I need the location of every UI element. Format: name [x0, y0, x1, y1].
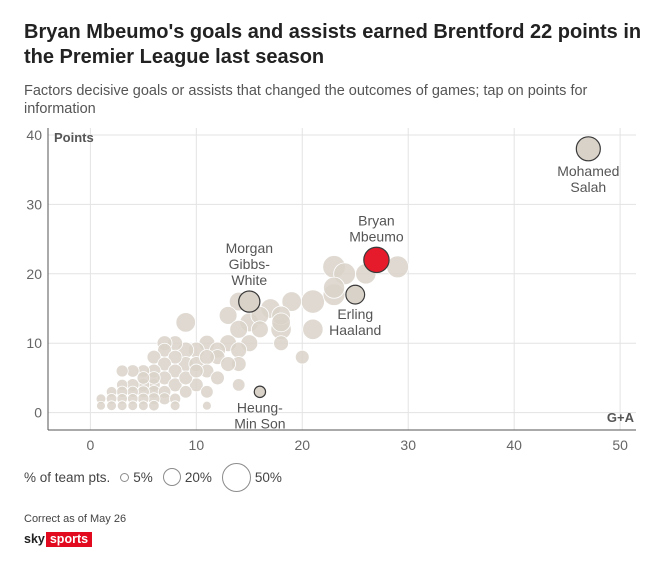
data-point [167, 377, 183, 393]
data-point [127, 400, 139, 412]
data-point [210, 370, 225, 386]
point-label: Gibbs- [229, 256, 271, 272]
labelled-point [238, 290, 261, 313]
x-tick-label: 0 [86, 437, 94, 453]
grid-layer [47, 128, 636, 431]
legend-circle-5 [120, 472, 130, 482]
tick-layer: 0 10 20 30 40 50 0 10 20 30 40 Points G+A [26, 127, 634, 453]
data-point [302, 318, 324, 340]
data-point [273, 335, 289, 352]
data-point [220, 356, 236, 372]
data-point [169, 400, 181, 412]
data-point [175, 312, 196, 333]
data-point [323, 276, 346, 299]
data-point [229, 319, 249, 339]
legend-label-50: 50% [254, 469, 282, 485]
point-label: Min Son [234, 415, 285, 431]
chart-subtitle: Factors decisive goals or assists that c… [24, 83, 588, 117]
data-point [271, 312, 291, 333]
legend-circle-20 [162, 468, 181, 486]
legend-title: % of team pts. [24, 469, 111, 485]
labelled-point [363, 246, 390, 274]
size-legend: % of team pts. 5% 20% 50% [24, 462, 292, 492]
data-point [218, 306, 238, 325]
y-tick-label: 30 [26, 196, 42, 212]
data-point [138, 400, 149, 412]
legend-item-50: 50% [221, 462, 282, 492]
data-point [178, 370, 194, 386]
point-label: Morgan [226, 240, 273, 256]
chart-title: Bryan Mbeumo's goals and assists earned … [24, 21, 642, 68]
y-tick-label: 0 [34, 405, 42, 421]
data-point [106, 400, 117, 412]
x-axis-label: G+A [607, 410, 635, 425]
sky-sports-logo: sky sports [24, 531, 93, 547]
data-point [199, 349, 215, 365]
labelled-point [345, 284, 366, 305]
point-label: Salah [570, 179, 606, 195]
point-label: Haaland [329, 322, 381, 338]
y-tick-label: 10 [26, 335, 42, 351]
legend-label-20: 20% [184, 469, 212, 485]
data-point [251, 320, 269, 339]
x-tick-label: 30 [400, 437, 416, 453]
data-point [148, 400, 160, 412]
point-label: Heung- [237, 399, 283, 415]
data-point [231, 378, 246, 392]
data-point [294, 349, 310, 365]
data-point [116, 400, 128, 412]
labelled-point [575, 136, 601, 162]
legend-circle-50 [221, 462, 251, 492]
logo-sky-text: sky [24, 532, 45, 546]
point-label: Mbeumo [349, 228, 404, 244]
x-tick-label: 50 [612, 437, 628, 453]
data-point [200, 385, 214, 399]
data-point [115, 364, 129, 378]
data-point [386, 255, 409, 279]
x-tick-label: 40 [506, 437, 522, 453]
point-layer [95, 136, 601, 412]
data-point [179, 385, 193, 399]
x-tick-label: 20 [294, 437, 310, 453]
data-point [202, 400, 212, 411]
point-label: Mohamed [557, 163, 619, 179]
point-label: White [231, 272, 267, 288]
data-point [96, 400, 106, 411]
data-point [281, 291, 302, 312]
y-tick-label: 20 [26, 266, 42, 282]
point-label: Bryan [358, 212, 395, 228]
x-tick-label: 10 [189, 437, 205, 453]
labelled-point [253, 385, 267, 399]
legend-item-20: 20% [162, 468, 212, 486]
legend-item-5: 5% [120, 470, 153, 485]
footnote: Correct as of May 26 [24, 513, 127, 525]
data-point [136, 371, 151, 385]
data-point [300, 289, 325, 314]
data-point [230, 341, 248, 359]
y-axis-label: Points [54, 130, 94, 145]
point-label: Erling [337, 306, 373, 322]
y-tick-label: 40 [26, 127, 42, 143]
legend-label-5: 5% [133, 469, 153, 485]
logo-sports-text: sports [45, 531, 93, 547]
data-point [188, 363, 204, 379]
